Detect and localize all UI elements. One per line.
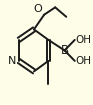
- Text: OH: OH: [76, 56, 92, 66]
- Text: O: O: [34, 4, 43, 14]
- Text: N: N: [8, 56, 17, 66]
- Text: OH: OH: [76, 35, 92, 45]
- Text: B: B: [60, 44, 69, 57]
